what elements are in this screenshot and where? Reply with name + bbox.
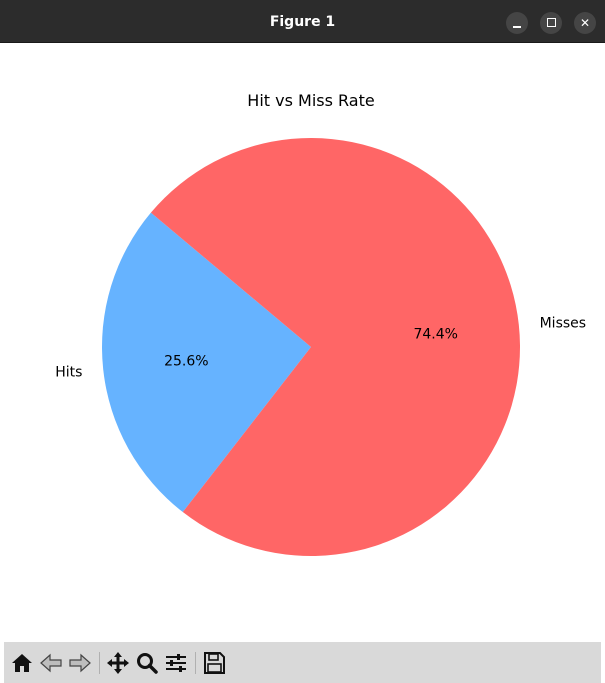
- close-icon: ✕: [579, 16, 591, 30]
- pie-slice-misses: [150, 138, 521, 556]
- back-button[interactable]: [38, 650, 64, 676]
- magnifier-icon: [137, 653, 158, 674]
- arrow-left-icon: [40, 653, 62, 673]
- sliders-icon: [166, 654, 186, 672]
- slice-label-misses: Misses: [540, 316, 586, 332]
- pie-slice-hits: [101, 212, 312, 513]
- save-button[interactable]: [201, 650, 227, 676]
- minimize-icon: [513, 25, 521, 28]
- close-button[interactable]: ✕: [574, 12, 596, 34]
- figure-canvas[interactable]: Hit vs Miss Rate Hits 25.6% Misses 74.4%: [4, 43, 601, 641]
- slice-percent-misses: 74.4%: [413, 327, 457, 343]
- title-bar[interactable]: Figure 1 ✕: [0, 0, 605, 43]
- navigation-toolbar: [4, 642, 601, 683]
- maximize-button[interactable]: [540, 12, 562, 34]
- configure-subplots-button[interactable]: [163, 650, 189, 676]
- pie-chart: Hit vs Miss Rate Hits 25.6% Misses 74.4%: [55, 91, 586, 556]
- maximize-icon: [546, 18, 556, 27]
- forward-button[interactable]: [67, 650, 93, 676]
- zoom-button[interactable]: [134, 650, 160, 676]
- home-button[interactable]: [9, 650, 35, 676]
- home-icon: [12, 654, 32, 672]
- toolbar-separator: [99, 652, 100, 674]
- chart-title: Hit vs Miss Rate: [247, 91, 374, 110]
- slice-label-hits: Hits: [55, 364, 82, 380]
- move-icon: [107, 652, 129, 674]
- slice-percent-hits: 25.6%: [164, 353, 208, 369]
- minimize-button[interactable]: [506, 12, 528, 34]
- toolbar-separator: [195, 652, 196, 674]
- window-title: Figure 1: [269, 14, 336, 30]
- floppy-disk-icon: [204, 652, 225, 674]
- pan-button[interactable]: [105, 650, 131, 676]
- arrow-right-icon: [69, 653, 91, 673]
